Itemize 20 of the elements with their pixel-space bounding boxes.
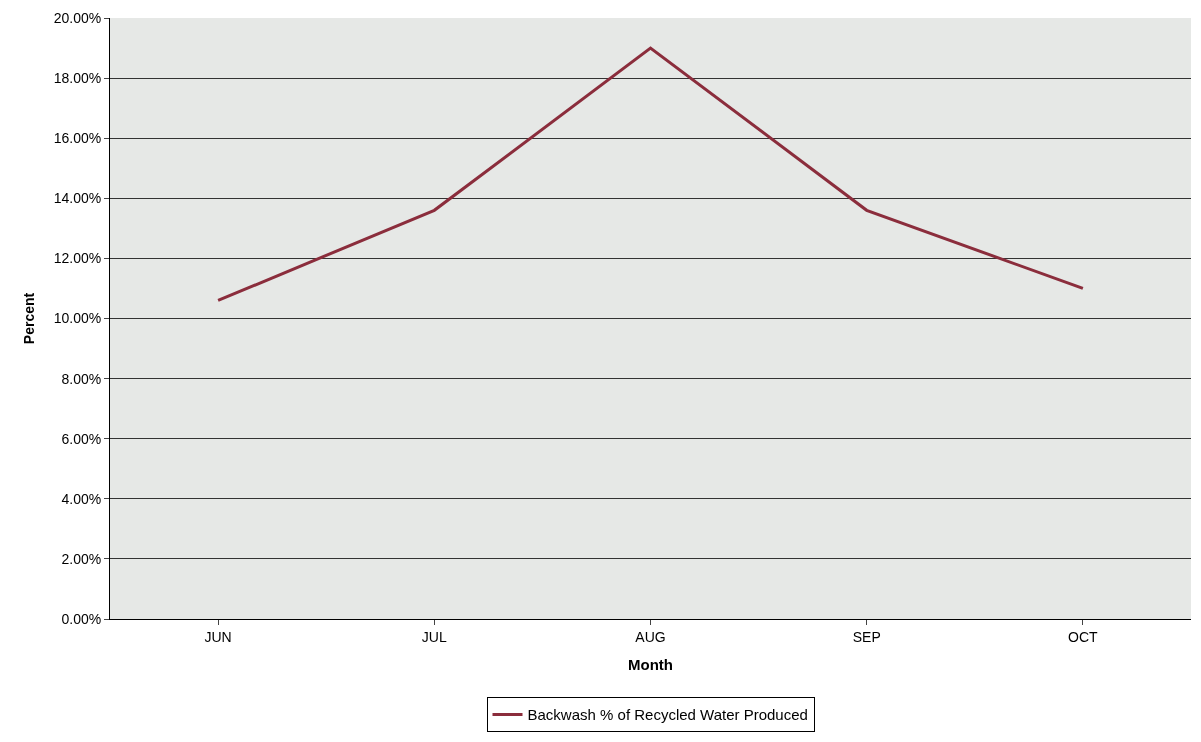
y-tick-label: 8.00% [61,370,102,387]
x-tick-label: OCT [1068,628,1099,645]
y-tick-label: 20.00% [53,9,102,26]
x-tick-label: JUN [204,628,232,645]
y-tick-label: 6.00% [61,430,102,447]
line-series [216,46,1085,302]
x-tick-label: AUG [635,628,666,645]
x-tick-label: SEP [852,628,881,645]
y-axis-title: Percent [21,292,38,345]
y-tick-label: 18.00% [53,70,102,86]
y-tick-label: 4.00% [61,490,102,507]
y-tick-label: 2.00% [61,550,102,567]
y-tick-label: 16.00% [53,130,102,147]
x-tick-label: JUL [421,628,447,645]
y-tick-label: 10.00% [53,310,102,327]
y-tick-label: 12.00% [53,250,102,267]
y-tick-label: 0.00% [61,610,102,627]
x-axis-title: Month [628,655,673,673]
y-tick-label: 14.00% [53,190,102,207]
legend-label: Backwash % of Recycled Water Produced [527,706,808,724]
